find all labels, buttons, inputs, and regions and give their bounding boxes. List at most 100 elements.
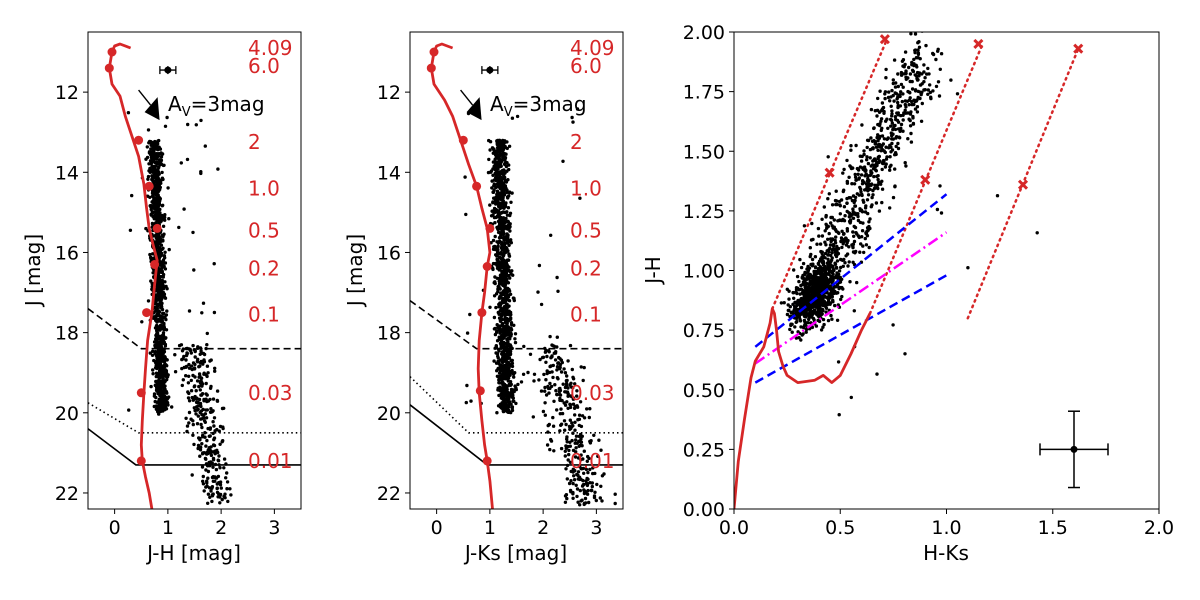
star-point [495,323,499,327]
star-point [493,247,498,251]
star-point [887,90,891,94]
star-point [164,357,169,362]
star-point [906,111,910,115]
star-point [834,254,839,259]
star-point [163,124,168,128]
star-point [900,59,905,63]
star-point [506,249,510,253]
star-point [820,234,825,238]
star-point [555,392,559,397]
x-tick-label: 1 [162,517,174,539]
star-point [162,163,166,167]
star-point [587,500,591,505]
star-point [150,177,154,182]
star-point [883,96,887,101]
star-point [934,84,939,89]
star-point [164,328,169,332]
star-point [826,261,830,266]
star-point [509,402,513,406]
star-point [206,501,210,505]
star-point [835,248,839,252]
star-point [865,198,870,202]
star-point [507,194,511,198]
star-point [219,486,223,490]
star-point [492,327,497,331]
star-point [563,385,568,390]
star-point [209,453,214,458]
star-point [877,123,882,128]
star-point [507,344,511,348]
star-point [574,438,578,442]
star-point [845,209,849,214]
star-point [571,120,575,124]
star-point [502,392,506,396]
star-point [794,309,798,313]
star-point [213,366,217,370]
star-point [498,234,503,238]
star-point [856,214,860,219]
star-point [513,332,518,336]
star-point [499,231,503,235]
mass-label: 0.5 [570,218,602,242]
mass-marker [482,456,492,466]
star-point [832,268,836,273]
star-point [908,79,912,84]
star-point [501,259,505,263]
star-point [147,141,151,145]
star-point [599,484,603,488]
star-point [869,170,873,175]
star-point [199,118,203,123]
star-point [903,352,907,356]
star-point [916,48,920,52]
star-point [909,32,913,36]
star-point [920,72,924,76]
star-point [896,72,900,76]
star-point [146,177,150,181]
star-point [814,288,819,292]
star-point [165,309,169,313]
star-point [795,274,800,279]
star-point [496,227,500,231]
star-point [818,280,822,284]
star-point [200,392,205,396]
star-point [889,150,893,154]
star-point [896,105,900,110]
star-point [549,356,553,360]
star-point [565,435,569,439]
star-point [181,378,185,382]
star-point [563,371,568,375]
star-point [923,76,927,80]
star-point [844,236,848,240]
star-point [222,457,227,461]
star-point [187,362,191,367]
star-point [505,146,509,151]
star-point [908,72,913,76]
star-point [886,126,890,130]
ctts-bound-line [754,193,948,348]
star-point [899,73,904,77]
star-point [506,281,511,285]
mass-marker [485,223,495,233]
star-point [854,143,858,148]
mass-label: 0.1 [248,303,280,327]
star-point [830,292,834,297]
star-point [894,135,899,139]
star-point [149,384,153,389]
reddening-marker [1017,179,1029,190]
star-point [828,243,833,247]
star-point [161,383,166,387]
star-point [199,376,204,380]
star-point [184,416,188,420]
star-point [158,379,162,383]
star-point [194,412,198,416]
star-point [126,111,131,115]
completeness-line-dashed [88,307,301,350]
star-point [160,170,164,175]
star-point [843,261,847,265]
star-point [563,449,567,453]
star-point [149,279,153,283]
star-point [613,492,617,496]
star-point [167,247,171,252]
star-point [164,317,168,322]
star-point [558,365,562,369]
